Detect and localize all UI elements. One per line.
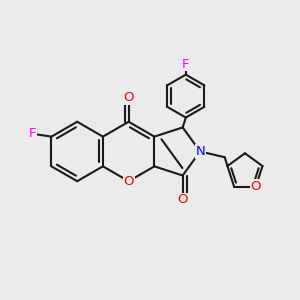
Text: O: O (177, 194, 188, 206)
Text: O: O (123, 91, 134, 104)
Text: O: O (123, 175, 134, 188)
Text: O: O (250, 180, 261, 193)
Text: F: F (182, 58, 190, 71)
Text: F: F (28, 127, 36, 140)
Text: N: N (195, 145, 205, 158)
